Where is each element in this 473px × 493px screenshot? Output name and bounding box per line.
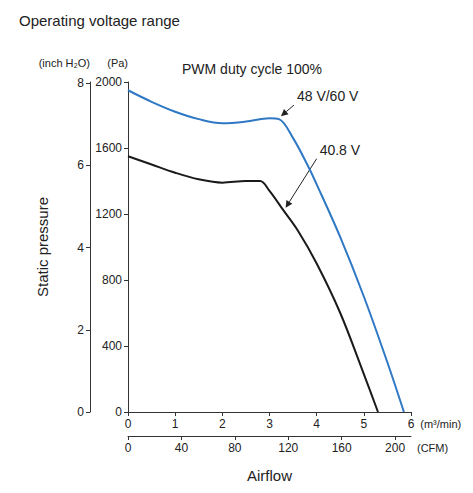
svg-text:(Pa): (Pa) <box>107 57 128 69</box>
svg-text:200: 200 <box>385 441 405 455</box>
svg-text:Operating voltage range: Operating voltage range <box>19 12 180 29</box>
svg-text:Static pressure: Static pressure <box>34 197 51 297</box>
svg-text:0: 0 <box>125 441 132 455</box>
svg-text:40.8 V: 40.8 V <box>320 142 361 158</box>
svg-text:(CFM): (CFM) <box>417 442 448 454</box>
svg-text:3: 3 <box>266 417 273 431</box>
svg-text:800: 800 <box>102 273 122 287</box>
svg-text:(inch H₂O): (inch H₂O) <box>39 57 90 69</box>
svg-text:6: 6 <box>408 417 415 431</box>
svg-text:48 V/60 V: 48 V/60 V <box>297 88 359 104</box>
svg-text:1200: 1200 <box>95 207 122 221</box>
svg-text:PWM duty cycle 100%: PWM duty cycle 100% <box>182 61 322 77</box>
svg-text:(m³/min): (m³/min) <box>420 418 461 430</box>
svg-text:2000: 2000 <box>95 75 122 89</box>
svg-text:120: 120 <box>278 441 298 455</box>
svg-text:6: 6 <box>77 158 84 172</box>
svg-text:2: 2 <box>219 417 226 431</box>
svg-text:1600: 1600 <box>95 141 122 155</box>
svg-text:0: 0 <box>125 417 132 431</box>
svg-text:4: 4 <box>77 241 84 255</box>
svg-text:1: 1 <box>172 417 179 431</box>
svg-text:0: 0 <box>115 405 122 419</box>
svg-text:5: 5 <box>360 417 367 431</box>
svg-text:40: 40 <box>175 441 189 455</box>
svg-text:160: 160 <box>332 441 352 455</box>
svg-text:2: 2 <box>77 323 84 337</box>
svg-text:4: 4 <box>313 417 320 431</box>
svg-text:Airflow: Airflow <box>247 467 292 484</box>
svg-text:400: 400 <box>102 339 122 353</box>
svg-text:0: 0 <box>77 405 84 419</box>
svg-text:80: 80 <box>228 441 242 455</box>
svg-text:8: 8 <box>77 76 84 90</box>
